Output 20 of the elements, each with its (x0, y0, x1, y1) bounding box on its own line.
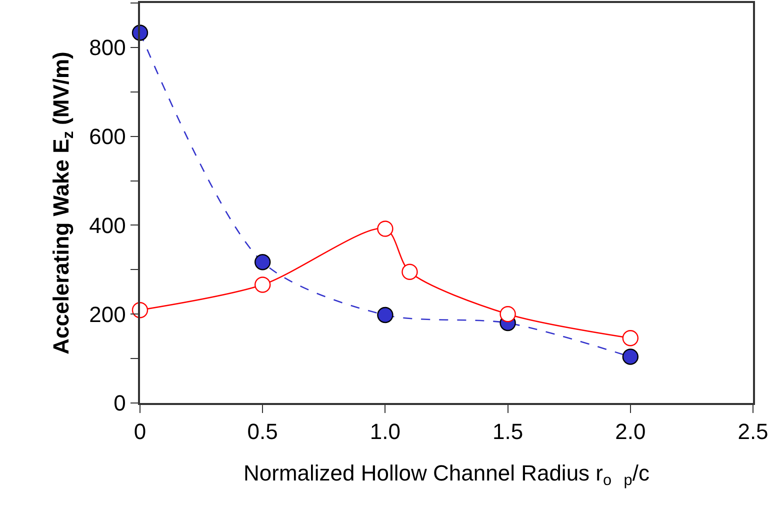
x-tick-label: 0 (134, 419, 146, 444)
point (254, 254, 271, 270)
point (622, 348, 638, 365)
point (254, 276, 271, 293)
y-tick-label: 200 (89, 302, 126, 327)
point (500, 306, 516, 322)
y-tick-label: 400 (89, 212, 126, 238)
point (622, 330, 638, 346)
point (377, 306, 394, 324)
x-tick-label: 1.5 (492, 419, 524, 444)
y-tick-label: 800 (89, 35, 126, 60)
x-tick-label: 1.0 (370, 419, 400, 444)
x-axis-title: Normalized Hollow Channel Radius r$_{o}$ $_{p}$/c (244, 460, 650, 490)
y-tick-label: 0 (114, 390, 126, 416)
x-tick-label: 0.5 (247, 419, 278, 444)
x-tick-label: 2.0 (615, 419, 646, 444)
point (377, 220, 394, 237)
x-tick-label: 2.5 (738, 419, 768, 444)
y-tick-label: 600 (89, 124, 126, 150)
point (402, 264, 418, 280)
